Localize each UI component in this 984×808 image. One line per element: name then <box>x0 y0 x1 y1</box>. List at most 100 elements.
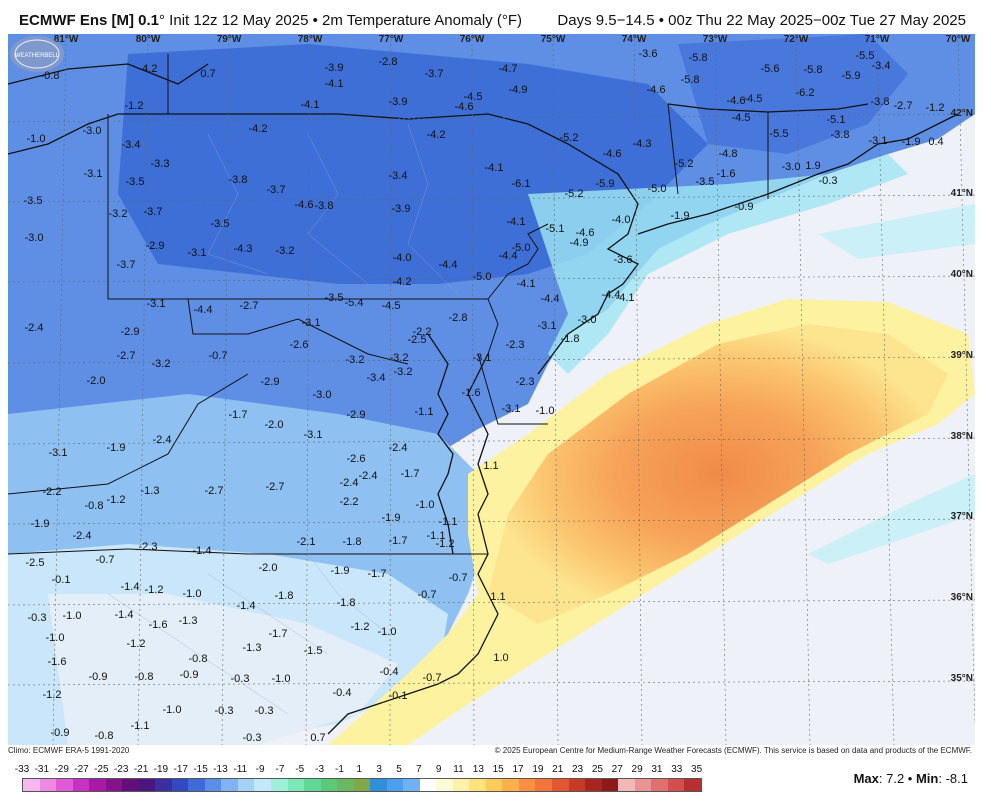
colorbar-swatch <box>370 779 387 791</box>
colorbar-swatch <box>304 779 321 791</box>
weatherbell-logo-icon: WEATHERBELL <box>10 36 64 72</box>
colorbar-tick: -27 <box>74 764 89 775</box>
anomaly-value: -1.2 <box>126 638 146 650</box>
anomaly-value: -1.4 <box>236 600 256 612</box>
colorbar-tick: -3 <box>315 764 325 775</box>
colorbar-tick: 1 <box>356 764 363 775</box>
anomaly-value: -2.8 <box>448 312 468 324</box>
anomaly-value: -1.0 <box>415 499 435 511</box>
anomaly-value: -4.1 <box>506 216 526 228</box>
colorbar-swatch <box>254 779 271 791</box>
anomaly-value: -4.1 <box>484 162 504 174</box>
anomaly-value: -4.1 <box>615 292 635 304</box>
anomaly-value: -0.7 <box>422 672 442 684</box>
anomaly-value: -1.0 <box>62 610 82 622</box>
header: ECMWF Ens [M] 0.1° Init 12z 12 May 2025 … <box>0 0 984 34</box>
anomaly-value: -1.4 <box>114 609 134 621</box>
anomaly-value: -2.8 <box>378 56 398 68</box>
anomaly-value: 0.7 <box>200 68 216 80</box>
colorbar-tick: 19 <box>532 764 544 775</box>
anomaly-value: -1.9 <box>381 512 401 524</box>
colorbar-tick: -7 <box>275 764 285 775</box>
anomaly-value: -4.9 <box>508 84 528 96</box>
colorbar-tick: -13 <box>213 764 228 775</box>
anomaly-value: -1.4 <box>120 581 140 593</box>
anomaly-value: -0.7 <box>448 572 468 584</box>
longitude-label: 71°W <box>864 34 890 45</box>
anomaly-value: -3.2 <box>151 358 171 370</box>
colorbar-tick: 17 <box>512 764 524 775</box>
anomaly-value: -3.7 <box>424 68 444 80</box>
anomaly-value: -1.6 <box>148 619 168 631</box>
colorbar-swatch <box>452 779 470 791</box>
anomaly-value: -3.4 <box>366 372 386 384</box>
anomaly-value: -1.2 <box>106 494 126 506</box>
anomaly-value: -3.4 <box>871 60 891 72</box>
colorbar-swatch <box>105 779 123 791</box>
anomaly-value: -1.5 <box>303 645 323 657</box>
colorbar-tick: 13 <box>472 764 484 775</box>
anomaly-value: -2.9 <box>145 240 165 252</box>
anomaly-value: -3.1 <box>868 135 888 147</box>
anomaly-value: -5.1 <box>826 114 846 126</box>
colorbar-tick: -15 <box>193 764 208 775</box>
climo-note: Climo: ECMWF ERA-5 1991-2020 <box>8 746 130 755</box>
longitude-label: 78°W <box>297 34 323 45</box>
anomaly-value: -0.8 <box>188 653 208 665</box>
colorbar-swatch <box>204 779 222 791</box>
colorbar-swatch <box>552 779 569 791</box>
anomaly-value: 0.4 <box>928 136 944 148</box>
latitude-label: 38°N <box>950 431 973 442</box>
anomaly-value: -4.5 <box>381 300 401 312</box>
max-min-readout: Max: 7.2 • Min: -8.1 <box>853 771 968 786</box>
colorbar-swatch <box>684 779 701 791</box>
anomaly-value: -1.6 <box>716 168 736 180</box>
anomaly-value: -3.7 <box>266 184 286 196</box>
anomaly-value: -1.2 <box>350 621 370 633</box>
anomaly-value: -3.3 <box>150 158 170 170</box>
anomaly-value: -0.8 <box>84 500 104 512</box>
anomaly-value: -2.9 <box>260 376 280 388</box>
anomaly-value: -3.8 <box>830 129 850 141</box>
anomaly-value: -4.5 <box>743 93 763 105</box>
anomaly-value: -4.1 <box>516 278 536 290</box>
anomaly-value: -0.9 <box>734 201 754 213</box>
colorbar-tick: 23 <box>571 764 584 775</box>
anomaly-value: -0.8 <box>134 671 154 683</box>
anomaly-value: -1.1 <box>414 406 434 418</box>
colorbar-tick: 31 <box>651 764 663 775</box>
anomaly-value: -5.8 <box>680 74 700 86</box>
colorbar-swatch <box>667 779 685 791</box>
colorbar-swatch <box>72 779 90 791</box>
anomaly-value: -1.7 <box>388 535 408 547</box>
anomaly-value: -2.7 <box>204 485 224 497</box>
colorbar-swatch <box>535 779 552 791</box>
anomaly-value: -2.4 <box>358 470 378 482</box>
longitude-label: 74°W <box>621 34 647 45</box>
anomaly-value: -1.0 <box>535 405 555 417</box>
anomaly-value: -4.4 <box>438 259 458 271</box>
anomaly-value: -4.1 <box>324 78 344 90</box>
anomaly-value: -5.0 <box>647 183 667 195</box>
anomaly-value: -1.7 <box>228 409 248 421</box>
anomaly-value: -5.1 <box>545 223 565 235</box>
anomaly-value: -1.2 <box>42 689 62 701</box>
cyan-band-offshore <box>818 204 975 259</box>
anomaly-value: -3.8 <box>228 174 248 186</box>
colorbar-swatch <box>419 779 437 791</box>
anomaly-value: -6.1 <box>511 178 531 190</box>
longitude-label: 70°W <box>945 34 971 45</box>
longitude-label: 77°W <box>378 34 404 45</box>
colorbar-tick: -1 <box>335 764 344 775</box>
colorbar-tick: -23 <box>113 764 129 775</box>
anomaly-value: -0.3 <box>27 612 47 624</box>
anomaly-value: -3.5 <box>125 176 145 188</box>
copyright-note: © 2025 European Centre for Medium-Range … <box>494 746 972 755</box>
anomaly-value: -4.2 <box>392 276 412 288</box>
colorbar-swatch <box>353 779 371 791</box>
anomaly-value: -1.8 <box>560 333 580 345</box>
anomaly-value: -0.9 <box>50 727 70 739</box>
anomaly-value: -1.7 <box>367 568 387 580</box>
anomaly-value: -3.2 <box>275 245 295 257</box>
longitude-label: 75°W <box>540 34 566 45</box>
